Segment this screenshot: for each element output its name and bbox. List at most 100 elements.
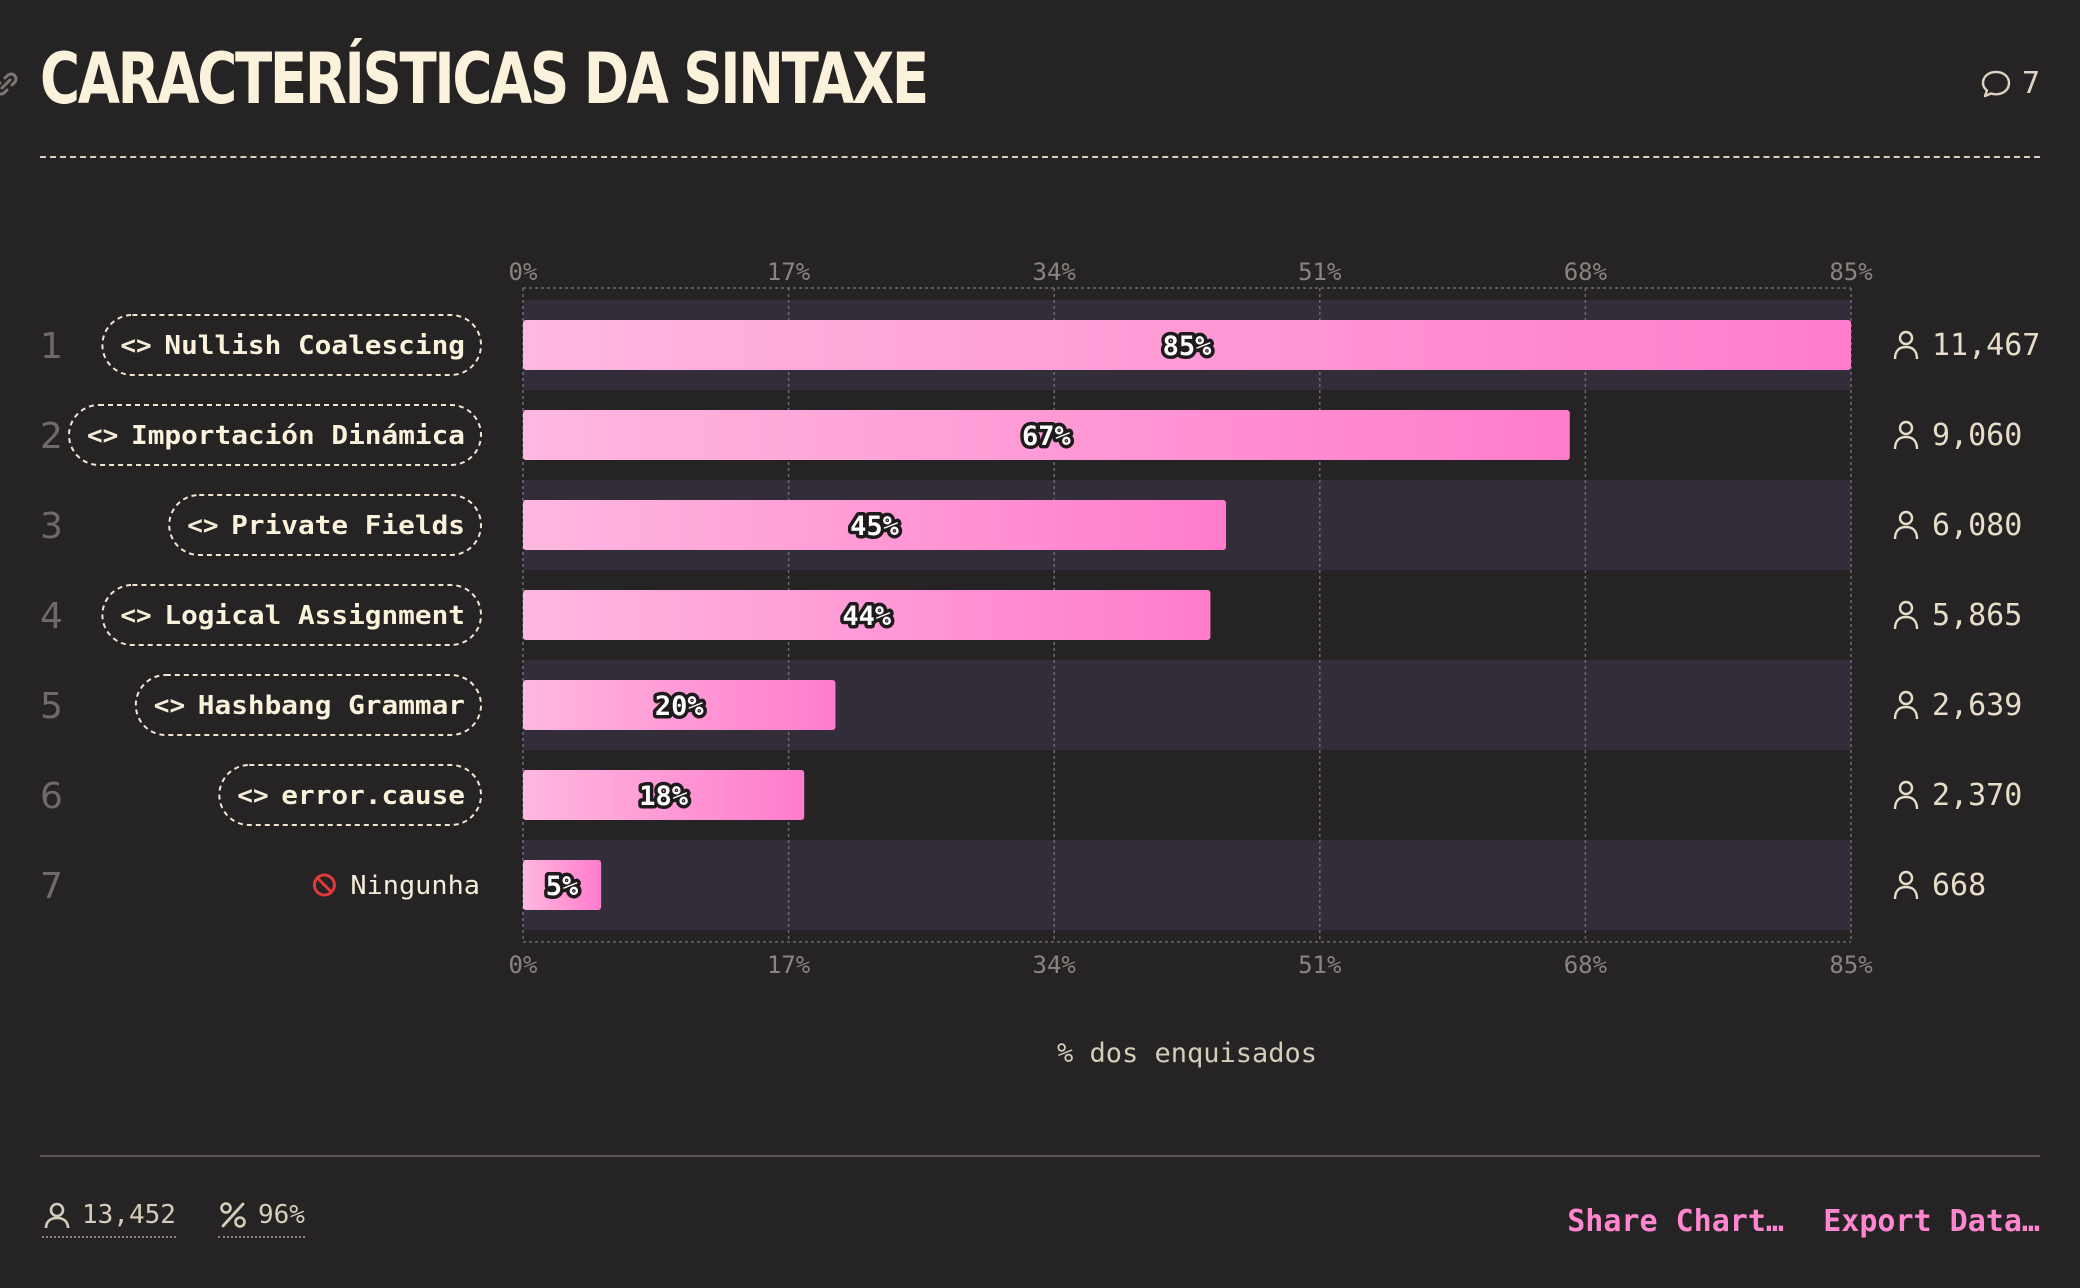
no-entry-icon-slash [316,876,333,894]
respondent-count: 2,370 [1932,778,2022,813]
respondent-count: 9,060 [1932,418,2022,453]
person-icon-body [1893,885,1919,900]
category-pill[interactable] [218,764,483,826]
person-icon [44,1202,70,1229]
bar[interactable] [523,770,805,820]
category-label: Hashbang Grammar [198,691,465,721]
bar-value-outline: 5% [546,871,579,902]
share-chart-button[interactable]: Share Chart… [1567,1204,1784,1239]
completion-value: 96% [258,1200,305,1230]
bar-value-outline: 85% [1163,331,1213,362]
code-icon: <> [120,331,151,361]
person-icon-head [1898,510,1914,526]
category-pill[interactable] [168,494,482,556]
bar-value-outline: 45% [850,511,900,542]
bar-chart: 0% 0% 17% 17% 34% 34% 51% 51% 68% 68% 85% 85% 1 <> Nul… [40,258,2040,1069]
respondents-stat[interactable]: 13,452 [42,1200,176,1238]
rank-number: 5 [40,686,63,727]
code-icon: <> [87,421,118,451]
person-icon-body [1893,345,1919,360]
respondent-count: 2,639 [1932,688,2022,723]
comment-count: 7 [2021,66,2040,101]
link-icon[interactable] [0,70,22,100]
code-icon: <> [120,601,151,631]
category-label: Logical Assignment [164,601,465,631]
bar[interactable] [523,410,1570,460]
x-tick-label-top: 17% [767,258,811,286]
code-icon: <> [237,781,268,811]
comments-button[interactable]: 7 [1980,66,2040,101]
person-icon-head [1898,780,1914,796]
x-tick-label-top: 34% [1033,258,1077,286]
rank-number: 2 [40,416,63,457]
bar-value-outline: 18% [639,781,689,812]
person-icon-body [1893,795,1919,810]
x-tick-label-bottom: 85% [1829,951,1873,979]
code-icon: <> [154,691,185,721]
bar-value-label: 5% [546,871,579,902]
code-icon: <> [187,511,218,541]
bar-value-outline: 44% [842,601,892,632]
person-icon-head [1898,870,1914,886]
person-icon-head [1898,600,1914,616]
bar-value-outline: 67% [1022,421,1072,452]
category-label: Nullish Coalescing [164,331,465,361]
footer-divider [40,1155,2040,1157]
rank-number: 4 [40,596,63,637]
comment-icon [1981,70,2011,97]
completion-stat[interactable]: 96% [218,1200,305,1238]
respondent-count: 668 [1932,868,1986,903]
x-tick-label-top: 68% [1564,258,1608,286]
x-tick-label-bottom: 0% [509,951,538,979]
bar-value-label: 45% [850,511,900,542]
category-pill[interactable] [101,584,483,646]
person-icon-body [1893,435,1919,450]
x-tick-label-bottom: 68% [1564,951,1608,979]
bar[interactable] [523,680,836,730]
person-icon-head [1898,690,1914,706]
category-pill[interactable] [134,674,483,736]
person-icon-body [1893,705,1919,720]
respondents-count: 13,452 [82,1200,176,1230]
bar[interactable] [523,860,602,910]
bar-value-outline: 20% [655,691,705,722]
category-label: Private Fields [231,511,465,541]
x-tick-label-top: 85% [1829,258,1873,286]
category-pill[interactable] [101,314,483,376]
category-label: Importación Dinámica [131,421,465,451]
x-tick-label-bottom: 17% [767,951,811,979]
rank-number: 7 [40,866,63,907]
person-icon-body [1893,615,1919,630]
x-tick-label-bottom: 51% [1298,951,1342,979]
header-divider [40,156,2040,158]
person-icon-head [1898,420,1914,436]
x-tick-label-bottom: 34% [1033,951,1077,979]
category-label: error.cause [281,781,465,811]
person-icon-body [1893,525,1919,540]
bar[interactable] [523,590,1211,640]
rank-number: 1 [40,326,63,367]
x-tick-label-top: 0% [509,258,538,286]
respondent-count: 11,467 [1932,328,2040,363]
bar[interactable] [523,320,1851,370]
person-icon-head [1898,330,1914,346]
respondent-count: 5,865 [1932,598,2022,633]
rank-number: 3 [40,506,63,547]
x-tick-label-top: 51% [1298,258,1342,286]
page-title: CARACTERÍSTICAS DA SINTAXE [40,38,929,120]
no-entry-icon [312,873,336,897]
rank-number: 6 [40,776,63,817]
bar-value-label: 67% [1022,421,1072,452]
bar[interactable] [523,500,1227,550]
row-band [523,840,1851,930]
bar-value-label: 18% [639,781,689,812]
category-label: Ningunha [350,871,480,901]
percent-icon [220,1202,246,1228]
category-pill[interactable] [68,404,482,466]
bar-value-label: 85% [1163,331,1213,362]
respondent-count: 6,080 [1932,508,2022,543]
bar-value-label: 44% [842,601,892,632]
x-axis-title: % dos enquisados [1057,1038,1317,1069]
bar-value-label: 20% [655,691,705,722]
export-data-button[interactable]: Export Data… [1823,1204,2040,1239]
